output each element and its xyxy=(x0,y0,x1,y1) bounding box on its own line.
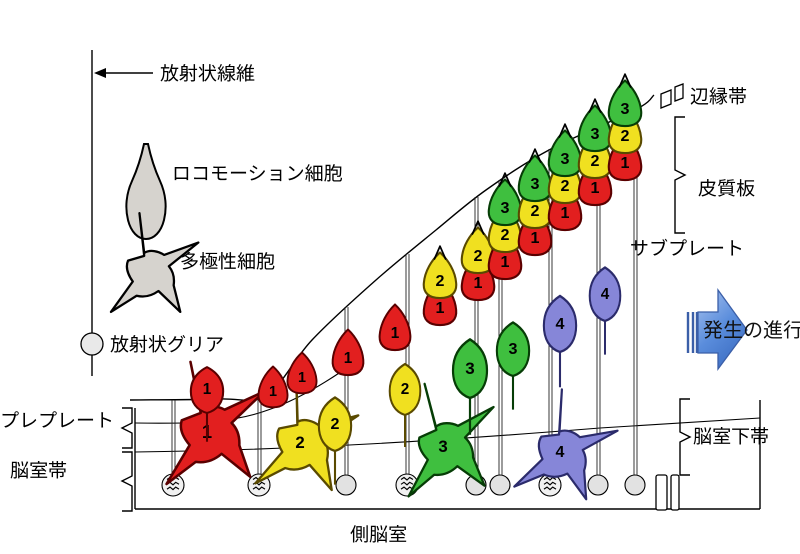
svg-text:2: 2 xyxy=(331,415,340,433)
svg-text:1: 1 xyxy=(531,229,540,247)
svg-text:1: 1 xyxy=(436,299,445,317)
svg-text:1: 1 xyxy=(391,325,400,342)
svg-text:3: 3 xyxy=(465,359,474,378)
svg-text:4: 4 xyxy=(556,315,565,333)
svg-text:4: 4 xyxy=(556,444,565,461)
svg-text:2: 2 xyxy=(621,127,630,145)
svg-text:3: 3 xyxy=(501,199,510,217)
svg-text:3: 3 xyxy=(591,125,600,143)
svg-text:1: 1 xyxy=(591,179,600,197)
svg-text:1: 1 xyxy=(203,381,212,398)
svg-text:1: 1 xyxy=(621,154,630,172)
svg-text:1: 1 xyxy=(298,370,306,386)
svg-text:発生の進行: 発生の進行 xyxy=(703,314,800,343)
svg-text:3: 3 xyxy=(621,100,630,118)
svg-text:3: 3 xyxy=(509,340,518,358)
svg-text:4: 4 xyxy=(601,286,610,303)
svg-text:2: 2 xyxy=(401,381,410,398)
svg-text:2: 2 xyxy=(501,226,510,244)
svg-text:1: 1 xyxy=(269,384,277,400)
svg-text:1: 1 xyxy=(561,204,570,222)
svg-text:1: 1 xyxy=(344,350,353,367)
svg-text:3: 3 xyxy=(561,150,570,168)
svg-text:2: 2 xyxy=(561,177,570,195)
svg-text:2: 2 xyxy=(591,152,600,170)
svg-text:3: 3 xyxy=(531,175,540,193)
svg-text:1: 1 xyxy=(501,253,510,271)
svg-text:1: 1 xyxy=(474,274,483,292)
svg-text:2: 2 xyxy=(436,272,445,290)
svg-text:2: 2 xyxy=(295,433,304,452)
svg-text:2: 2 xyxy=(474,247,483,265)
svg-text:3: 3 xyxy=(438,437,447,456)
svg-text:2: 2 xyxy=(531,202,540,220)
